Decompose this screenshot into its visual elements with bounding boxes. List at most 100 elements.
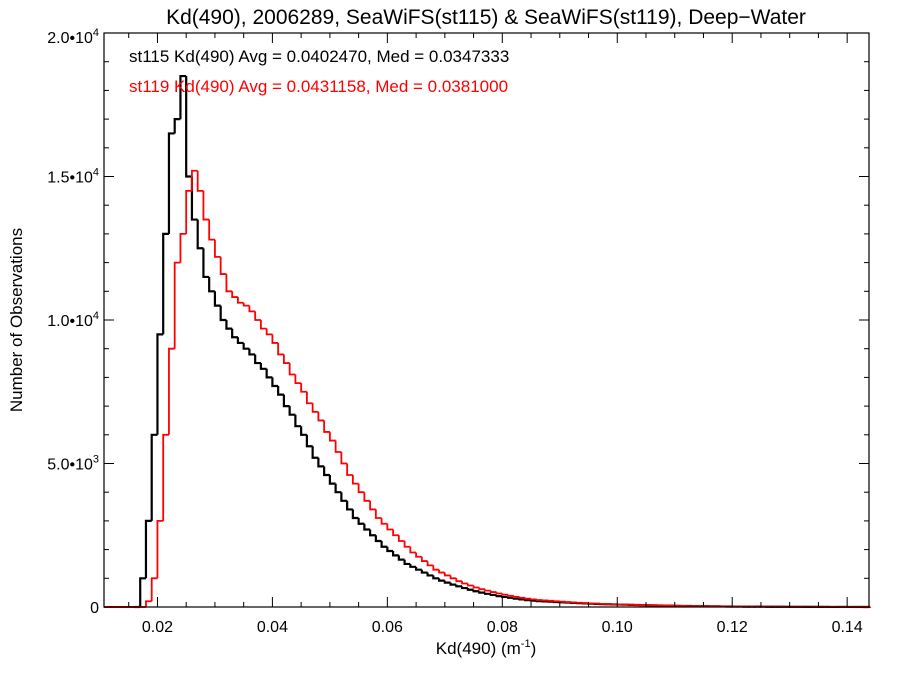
y-tick-mantissa: 2.0•10 [47, 30, 93, 47]
bin-st115 [422, 570, 428, 573]
bin-st119 [370, 501, 376, 510]
legend-st115: st115 Kd(490) Avg = 0.0402470, Med = 0.0… [129, 47, 509, 66]
y-tick-mantissa: 1.5•10 [47, 170, 93, 187]
x-tick-label: 0.14 [832, 619, 863, 636]
bin-st119 [272, 334, 278, 343]
bin-st119 [232, 291, 238, 297]
bin-st115 [157, 334, 163, 434]
bin-st119 [376, 509, 382, 518]
bin-st119 [278, 343, 284, 354]
bin-st115 [405, 560, 411, 564]
bin-st119 [468, 583, 474, 585]
bin-st115 [307, 435, 313, 446]
bin-st119 [479, 587, 485, 589]
bin-st119 [491, 591, 497, 592]
bin-st115 [267, 369, 273, 378]
bin-st119 [474, 585, 480, 587]
bin-st119 [428, 561, 434, 565]
legend-st119: st119 Kd(490) Avg = 0.0431158, Med = 0.0… [129, 77, 508, 96]
bin-st119 [451, 575, 457, 578]
bin-st115 [370, 530, 376, 536]
y-tick-label: 5.0•103 [47, 454, 99, 474]
bin-st119 [433, 565, 439, 569]
bin-st119 [175, 263, 181, 349]
bin-st115 [433, 575, 439, 578]
bin-st115 [364, 524, 370, 530]
bin-st115 [152, 435, 158, 521]
bin-st119 [445, 573, 451, 576]
bin-st115 [451, 583, 457, 585]
y-tick-exponent: 4 [93, 167, 99, 179]
bin-st115 [393, 551, 399, 555]
bin-st115 [428, 573, 434, 576]
series-st115 [104, 76, 870, 607]
bin-st119 [336, 441, 342, 452]
bin-st119 [163, 435, 169, 521]
bin-st119 [221, 257, 227, 274]
bin-st119 [295, 375, 301, 384]
bin-st119 [462, 581, 468, 583]
bin-st119 [330, 432, 336, 441]
x-axis-label-close: ) [531, 639, 537, 658]
y-tick-mantissa: 1.0•10 [47, 313, 93, 330]
bin-st115 [244, 343, 250, 349]
bin-st119 [508, 595, 514, 596]
bin-st115 [382, 541, 388, 547]
bin-st115 [399, 555, 405, 559]
bin-st119 [324, 420, 330, 431]
bin-st115 [313, 446, 319, 457]
bin-st115 [359, 518, 365, 524]
bin-st115 [209, 277, 215, 291]
bin-st119 [387, 524, 393, 530]
bin-st115 [410, 564, 416, 567]
bin-st119 [318, 412, 324, 421]
bin-st119 [307, 392, 313, 403]
bin-st119 [531, 599, 537, 600]
y-tick-mantissa: 5.0•10 [47, 457, 93, 474]
bin-st119 [497, 592, 503, 593]
bin-st115 [169, 133, 175, 233]
bin-st119 [215, 240, 221, 257]
x-tick-label: 0.02 [142, 619, 173, 636]
bin-st119 [422, 557, 428, 561]
bin-st119 [249, 306, 255, 312]
y-tick-exponent: 4 [93, 27, 99, 39]
bin-st115 [203, 248, 209, 277]
bin-st119 [456, 578, 462, 581]
bin-st119 [405, 541, 411, 547]
plot-area [104, 76, 870, 607]
bin-st119 [238, 297, 244, 303]
bin-st115 [198, 220, 204, 249]
bin-st119 [226, 274, 232, 291]
bin-st115 [163, 234, 169, 334]
x-tick-label: 0.04 [257, 619, 288, 636]
bin-st115 [376, 535, 382, 541]
bin-st115 [221, 306, 227, 320]
bin-st119 [203, 191, 209, 220]
bin-st119 [301, 383, 307, 392]
bin-st119 [393, 530, 399, 536]
bin-st115 [301, 426, 307, 435]
y-tick-label: 0 [90, 600, 99, 617]
bin-st119 [525, 598, 531, 599]
bin-st115 [215, 291, 221, 305]
y-tick-label: 2.0•104 [47, 27, 99, 47]
bin-st119 [502, 594, 508, 595]
x-axis-label-sup: -1 [521, 638, 531, 650]
x-tick-label: 0.06 [372, 619, 403, 636]
bin-st119 [313, 403, 319, 412]
bin-st119 [267, 329, 273, 335]
bin-st115 [238, 337, 244, 343]
bin-st115 [290, 406, 296, 415]
bin-st115 [341, 492, 347, 501]
plot-frame [104, 33, 869, 607]
bin-st119 [439, 570, 445, 573]
series-st119 [104, 171, 870, 607]
bin-st119 [520, 597, 526, 598]
bin-st119 [416, 552, 422, 556]
bin-st119 [284, 354, 290, 363]
bin-st119 [514, 596, 520, 597]
x-axis-label: Kd(490) (m-1) [436, 638, 536, 658]
bin-st119 [359, 484, 365, 493]
